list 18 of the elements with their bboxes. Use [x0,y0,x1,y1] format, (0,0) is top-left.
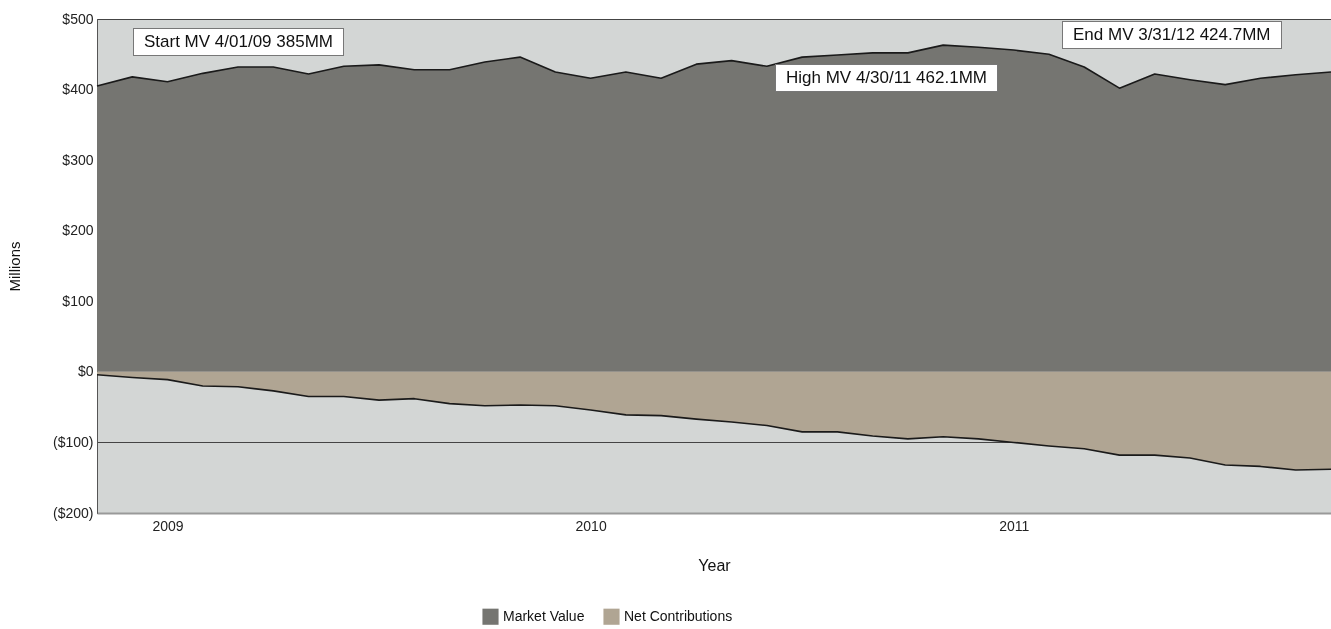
y-tick-label: $0 [77,363,94,380]
y-tick-label: $300 [62,151,94,168]
y-tick-label: $200 [62,222,94,239]
legend-label: Market Value [503,607,585,624]
y-tick-label: $400 [62,81,94,98]
x-tick-label: 2011 [999,517,1030,534]
y-tick-label: ($100) [53,433,94,450]
annotation: End MV 3/31/12 424.7MM [1062,21,1282,49]
x-tick-label: 2010 [575,517,607,534]
y-tick-label: $100 [62,292,94,309]
legend-label: Net Contributions [624,607,733,624]
annotation: High MV 4/30/11 462.1MM [775,64,998,92]
y-axis-title: Millions [6,241,24,292]
x-tick-label: 2009 [152,517,184,534]
y-tick-label: ($200) [53,504,94,521]
annotation: Start MV 4/01/09 385MM [133,28,344,56]
x-axis-title: Year [698,556,732,574]
y-tick-label: $500 [62,10,94,27]
